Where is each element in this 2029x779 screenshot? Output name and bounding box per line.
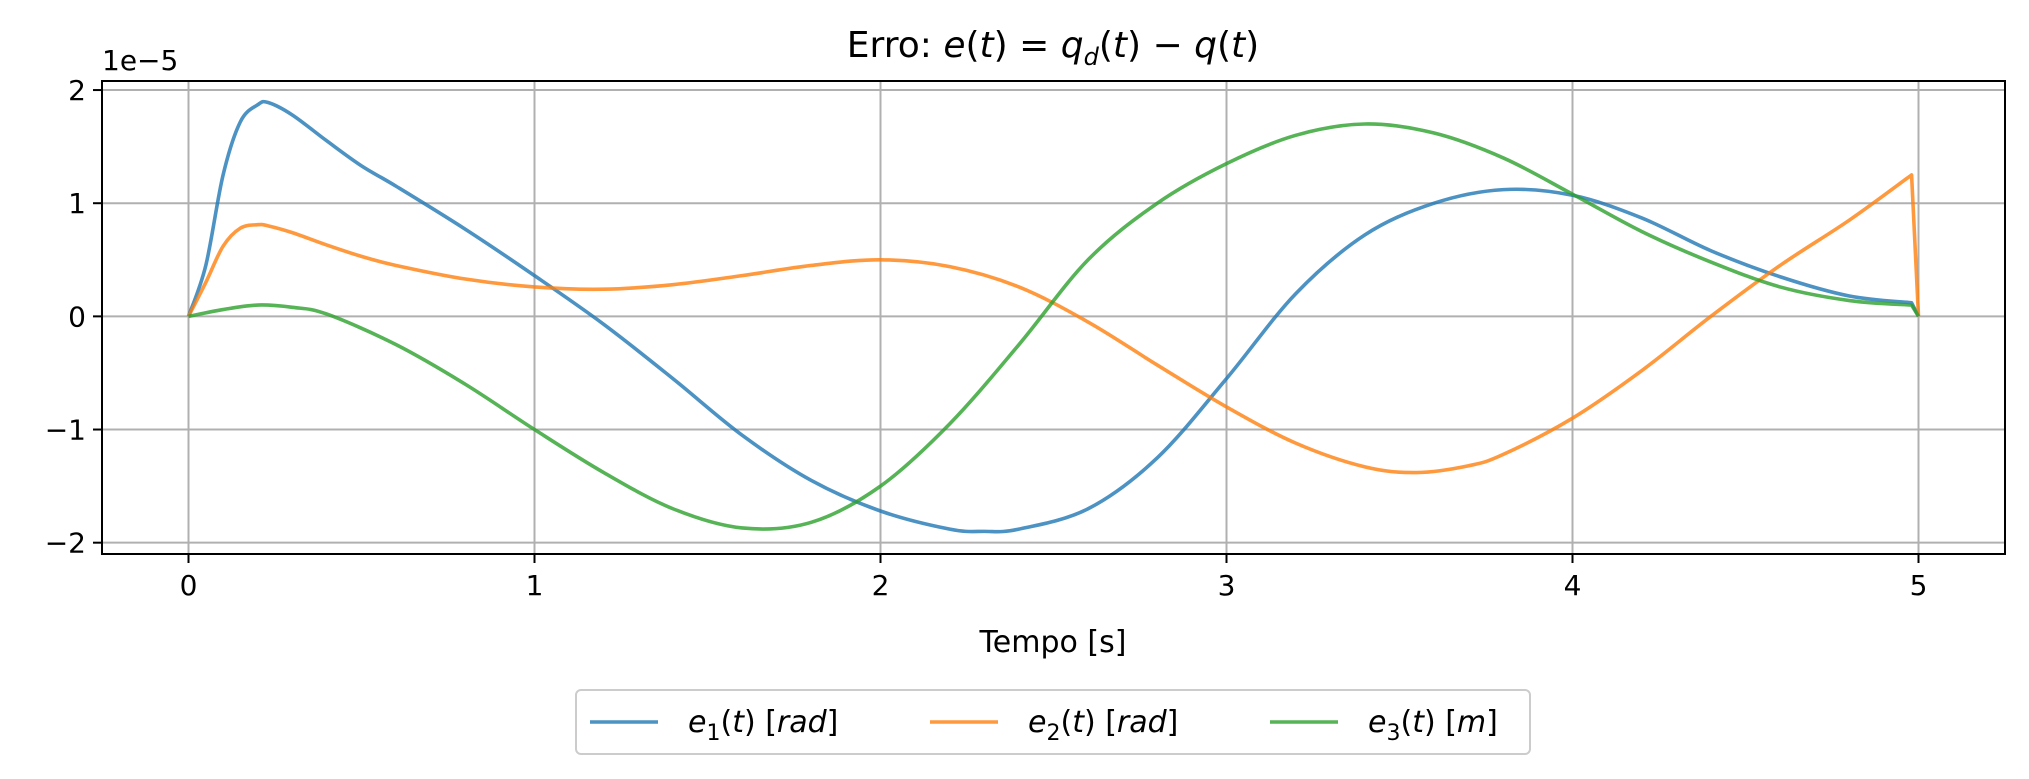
- x-tick-label: 3: [1218, 569, 1236, 602]
- y-tick-label: 2: [68, 74, 86, 107]
- series-lines: [186, 99, 1921, 534]
- legend-item-2: e2(t) [rad]: [930, 705, 1178, 746]
- plot-frame: [101, 80, 2006, 555]
- chart-title: Erro: e(t) = qd(t) − q(t): [847, 25, 1259, 71]
- legend-box: [575, 689, 1531, 755]
- x-axis-label: Tempo [s]: [979, 625, 1127, 660]
- legend-label: e3(t) [m]: [1368, 705, 1498, 746]
- grid: [102, 81, 2005, 554]
- axis-ticks: 0 1 2 3 4 5 −2 −1 0 1 2: [45, 74, 1928, 602]
- x-tick-label: 4: [1564, 569, 1582, 602]
- x-tick-label: 5: [1910, 569, 1928, 602]
- legend: e1(t) [rad] e2(t) [rad] e3(t) [m]: [575, 689, 1531, 755]
- series-line-1: [186, 99, 1921, 534]
- legend-item-1: e1(t) [rad]: [590, 705, 838, 746]
- y-tick-label: −1: [45, 414, 86, 447]
- series-line-3: [188, 122, 1921, 531]
- legend-label: e1(t) [rad]: [688, 705, 838, 746]
- x-tick-label: 1: [526, 569, 544, 602]
- series-line-2: [186, 173, 1921, 475]
- x-tick-label: 0: [180, 569, 198, 602]
- legend-label: e2(t) [rad]: [1028, 705, 1178, 746]
- x-tick-label: 2: [872, 569, 890, 602]
- y-tick-label: 1: [68, 187, 86, 220]
- y-tick-label: 0: [68, 300, 86, 333]
- y-offset-label: 1e−5: [102, 44, 178, 77]
- legend-item-3: e3(t) [m]: [1270, 705, 1498, 746]
- y-tick-label: −2: [45, 527, 86, 560]
